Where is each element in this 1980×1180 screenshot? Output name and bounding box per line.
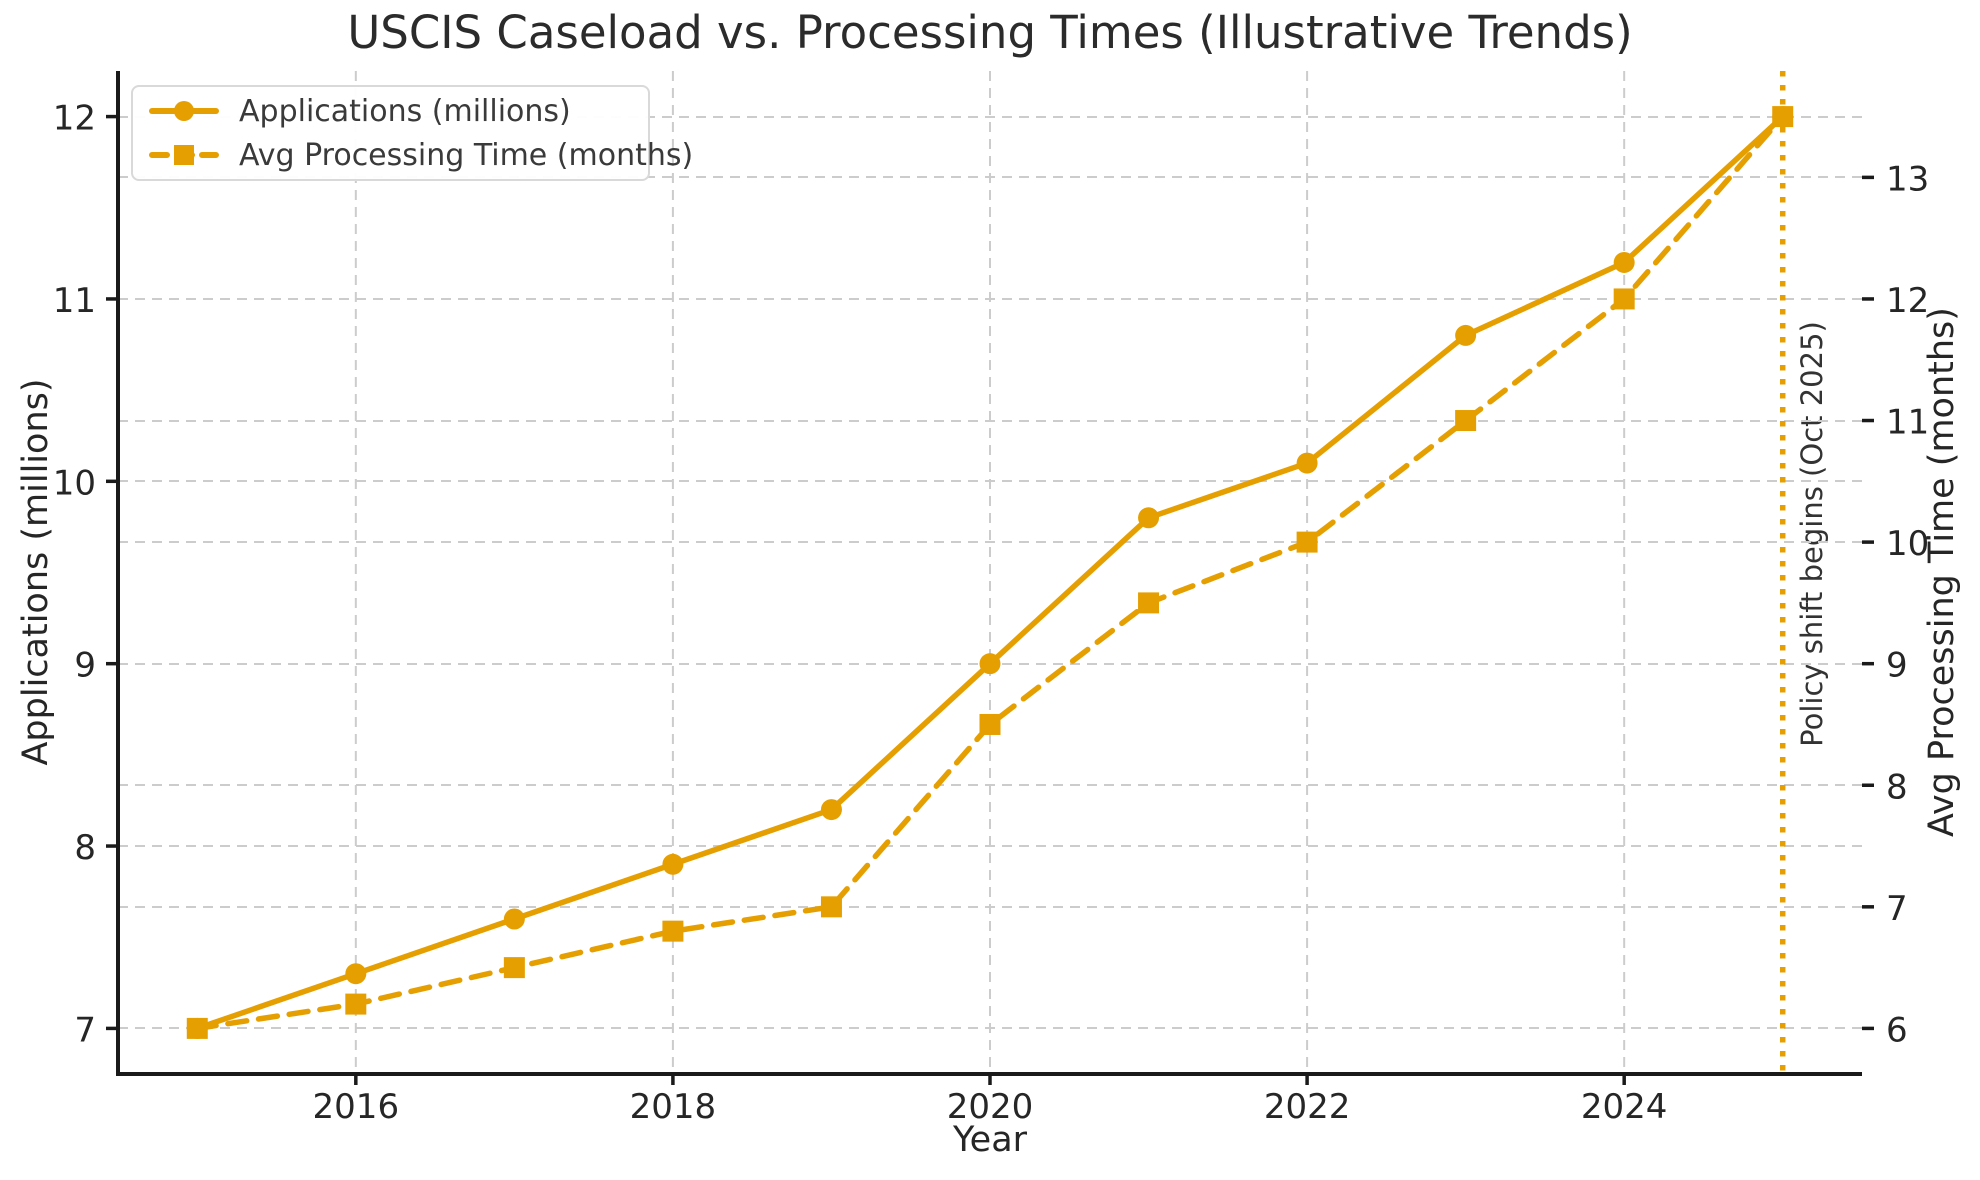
y-tick-left-11: 11 (53, 281, 96, 321)
marker-circle-2018 (662, 853, 684, 875)
y-tick-left-7: 7 (74, 1010, 96, 1050)
marker-square-2023 (1455, 410, 1477, 432)
marker-circle-2022 (1296, 452, 1318, 474)
legend-label: Applications (millions) (239, 93, 571, 129)
y-tick-right-6: 6 (1886, 1010, 1908, 1050)
legend-marker-circle (174, 101, 194, 121)
legend-marker-square (174, 145, 194, 165)
x-tick-label-2016: 2016 (313, 1087, 400, 1127)
marker-circle-2017 (503, 908, 525, 930)
marker-circle-2021 (1138, 507, 1160, 529)
marker-circle-2016 (345, 963, 367, 985)
marker-square-2024 (1613, 288, 1635, 310)
marker-square-2020 (979, 713, 1001, 735)
marker-square-2016 (345, 993, 367, 1015)
legend-entry-0: Applications (millions) (149, 93, 648, 129)
y-tick-right-7: 7 (1886, 889, 1908, 929)
gridlines (118, 71, 1862, 1074)
y-tick-right-12: 12 (1886, 281, 1929, 321)
x-tick-label-2022: 2022 (1264, 1087, 1351, 1127)
y-tick-left-9: 9 (74, 646, 96, 686)
marker-square-2015 (186, 1017, 208, 1039)
y-axis-label-left: Applications (millions) (16, 378, 56, 766)
x-tick-label-2018: 2018 (630, 1087, 717, 1127)
marker-circle-2023 (1455, 324, 1477, 346)
plot-canvas: 2016 2018 2020 2022 2024 7 8 9 10 11 12 6 7 8 9 10 11 12 1… (53, 71, 1929, 1127)
legend: Applications (millions) Avg Processing Ti… (131, 85, 693, 181)
x-tick-label-2020: 2020 (947, 1087, 1034, 1127)
marker-square-2017 (503, 957, 525, 979)
y-tick-right-9: 9 (1886, 646, 1908, 686)
marker-circle-2019 (820, 799, 842, 821)
chart-title: USCIS Caseload vs. Processing Times (Ill… (347, 6, 1633, 59)
y-tick-left-8: 8 (74, 828, 96, 868)
legend-entry-1: Avg Processing Time (months) (149, 137, 693, 173)
y-tick-left-10: 10 (53, 463, 96, 503)
legend-label: Avg Processing Time (months) (239, 137, 694, 173)
marker-circle-2024 (1613, 251, 1635, 273)
marker-square-2021 (1138, 592, 1160, 614)
series-1 (186, 106, 1794, 1039)
legend-sample-dashed-square (149, 145, 219, 165)
marker-circle-2020 (979, 653, 1001, 675)
tick-labels: 2016 2018 2020 2022 2024 7 8 9 10 11 12 6 7 8 9 10 11 12 1… (53, 99, 1930, 1127)
legend-sample-solid-circle (149, 101, 219, 121)
y-tick-right-13: 13 (1886, 159, 1929, 199)
plot-area: 2016 2018 2020 2022 2024 7 8 9 10 11 12 6 7 8 9 10 11 12 1… (53, 71, 1929, 1127)
y-axis-label-right: Avg Processing Time (months) (1922, 307, 1962, 837)
y-tick-right-10: 10 (1886, 524, 1929, 564)
marker-square-2025 (1772, 106, 1794, 128)
marker-square-2018 (662, 920, 684, 942)
x-tick-label-2024: 2024 (1581, 1087, 1668, 1127)
tick-marks (106, 114, 1874, 1085)
y-tick-left-12: 12 (53, 99, 96, 139)
marker-square-2019 (820, 896, 842, 918)
y-tick-right-8: 8 (1886, 767, 1908, 807)
marker-square-2022 (1296, 531, 1318, 553)
x-axis-label: Year (952, 1120, 1028, 1160)
series-0 (186, 106, 1794, 1039)
y-tick-right-11: 11 (1886, 403, 1929, 443)
